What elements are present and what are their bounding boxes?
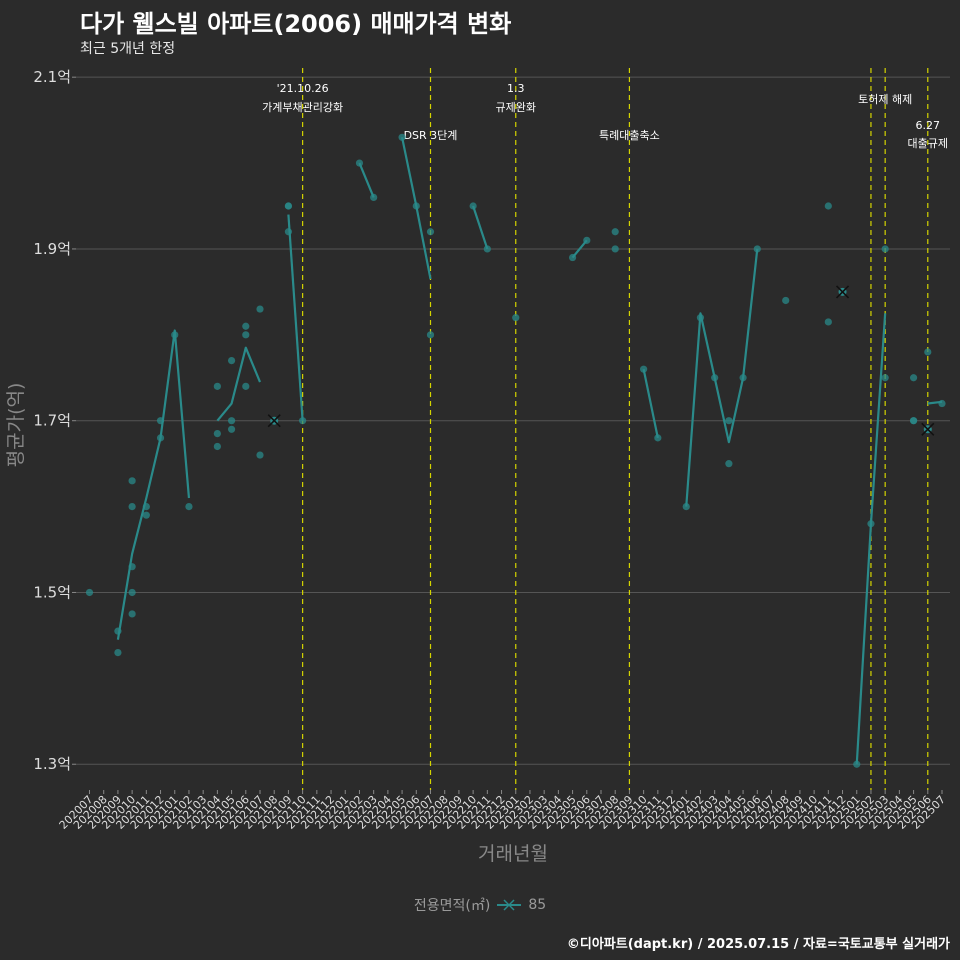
x-axis-title: 거래년월 (478, 843, 548, 865)
data-point-85 (128, 563, 136, 571)
data-point-85 (185, 502, 193, 511)
event-annotation: 토허제 해제 (858, 92, 912, 106)
cancel-marker (921, 422, 935, 436)
data-point-85 (128, 477, 136, 485)
series-line-85 (642, 368, 659, 439)
data-point-85 (284, 202, 293, 210)
data-point-85 (739, 374, 747, 382)
series-line-85 (855, 313, 887, 765)
series-line-85 (571, 239, 588, 259)
data-point-85 (114, 648, 122, 657)
data-point-85 (426, 228, 435, 236)
data-point-85 (227, 356, 236, 365)
cancel-marker (267, 414, 281, 428)
chart-subtitle: 최근 5개년 한정 (80, 41, 176, 57)
data-point-85 (128, 610, 136, 618)
data-point-85 (213, 429, 221, 438)
data-point-85 (85, 588, 94, 597)
data-point-85 (227, 417, 236, 425)
legend-item-85: 전용면적(㎡) 85 (414, 895, 546, 915)
series-line-85 (472, 205, 489, 250)
data-point-85 (654, 434, 662, 442)
data-point-85 (753, 245, 761, 253)
y-tick-label: 1.7억 (33, 412, 71, 430)
data-point-85 (924, 348, 932, 356)
legend-label: 85 (528, 897, 547, 913)
data-point-85 (355, 159, 364, 167)
event-annotation: 6.27 (916, 119, 941, 132)
data-point-85 (299, 417, 307, 425)
data-point-85 (583, 236, 591, 244)
series-line-85 (685, 248, 759, 507)
data-point-85 (242, 382, 250, 390)
data-point-85 (256, 451, 264, 459)
data-point-85 (227, 425, 236, 433)
series-line-85 (358, 162, 375, 198)
series-line-85 (287, 214, 304, 421)
data-point-85 (412, 202, 420, 210)
data-point-85 (114, 627, 122, 635)
data-point-85 (512, 314, 520, 322)
data-point-85 (853, 760, 861, 768)
data-point-85 (682, 502, 690, 511)
data-point-85 (725, 460, 733, 468)
event-annotation: DSR 3단계 (404, 129, 458, 142)
source-footer: ©디아파트(dapt.kr) / 2025.07.15 / 자료=국토교통부 실… (566, 937, 950, 952)
data-point-85 (370, 193, 378, 202)
data-point-85 (242, 331, 250, 339)
data-point-85 (782, 296, 790, 305)
series-line-85 (216, 346, 262, 422)
legend-key-icon (497, 899, 522, 911)
cancel-marker (835, 285, 850, 299)
data-point-85 (128, 502, 136, 511)
data-point-85 (881, 374, 889, 382)
data-point-85 (284, 228, 293, 236)
data-point-85 (611, 228, 619, 236)
data-point-85 (711, 374, 719, 382)
data-point-85 (242, 322, 250, 330)
data-point-85 (213, 382, 221, 390)
y-tick-label: 1.5억 (33, 583, 71, 601)
data-point-85 (881, 245, 889, 253)
data-point-85 (142, 511, 150, 519)
data-point-85 (867, 520, 875, 528)
data-point-85 (824, 318, 832, 326)
data-point-85 (469, 202, 477, 210)
data-point-85 (611, 245, 619, 253)
series-line-85 (116, 329, 191, 640)
data-point-85 (156, 434, 165, 442)
y-axis-title: 평균가(억) (5, 383, 27, 468)
data-point-85 (256, 305, 264, 313)
data-point-85 (142, 502, 150, 511)
data-point-85 (426, 331, 435, 339)
event-annotation: 1.3 (507, 82, 525, 95)
y-tick-label: 1.3억 (33, 755, 71, 773)
data-point-85 (824, 202, 832, 210)
data-point-85 (483, 245, 491, 253)
data-point-85 (725, 417, 733, 425)
data-point-85 (171, 331, 179, 339)
chart-title: 다가 웰스빌 아파트(2006) 매매가격 변화 (80, 10, 512, 38)
data-point-85 (568, 253, 577, 262)
event-annotation: '21.10.26 (277, 82, 329, 95)
legend-title: 전용면적(㎡) (413, 898, 491, 914)
data-point-85 (909, 374, 918, 382)
data-point-85 (696, 314, 705, 322)
event-annotation: 특례대출축소 (599, 129, 660, 142)
data-point-85 (640, 365, 648, 373)
data-point-85 (156, 417, 165, 425)
event-annotation: 규제완화 (496, 101, 536, 114)
data-point-85 (213, 442, 221, 451)
legend: 전용면적(㎡) 85 (0, 895, 960, 915)
data-point-85 (128, 588, 136, 597)
event-annotation: 가계부채관리강화 (262, 101, 343, 114)
y-tick-label: 1.9억 (33, 240, 71, 258)
data-point-85 (909, 417, 918, 425)
data-point-85 (938, 399, 946, 408)
data-point-85 (398, 133, 406, 141)
y-tick-label: 2.1억 (33, 68, 71, 86)
event-annotation: 대출규제 (908, 137, 948, 150)
